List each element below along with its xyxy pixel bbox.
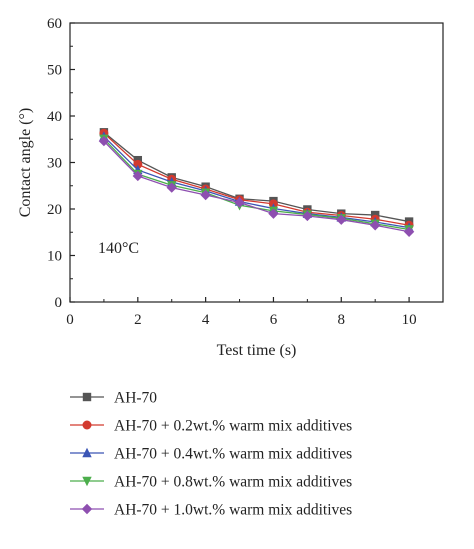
data-point (268, 208, 279, 219)
legend-item: AH-70 + 0.4wt.% warm mix additives (70, 446, 352, 463)
y-tick-label: 40 (47, 109, 62, 125)
data-point (302, 210, 313, 222)
series-5 (98, 135, 415, 237)
series-line (103, 132, 410, 226)
y-tick-label: 20 (47, 202, 62, 218)
x-tick-label: 10 (402, 312, 417, 328)
series-layer (98, 128, 415, 237)
series-4 (99, 134, 414, 235)
y-tick-label: 30 (47, 156, 62, 172)
data-point (166, 182, 177, 193)
legend: AH-70 AH-70 + 0.2wt.% warm mix additives A… (70, 390, 352, 519)
x-tick-label: 2 (134, 312, 142, 328)
series-3 (99, 131, 414, 232)
data-point (98, 135, 110, 147)
legend-label: AH-70 (114, 390, 157, 407)
legend-label: AH-70 + 0.4wt.% warm mix additives (114, 446, 352, 463)
legend-item: AH-70 (70, 390, 157, 407)
legend-item: AH-70 + 0.2wt.% warm mix additives (70, 418, 352, 435)
data-point (336, 214, 347, 225)
legend-item: AH-70 + 1.0wt.% warm mix additives (70, 502, 352, 519)
series-line (103, 140, 410, 233)
legend-marker (82, 420, 92, 430)
legend-label: AH-70 + 0.2wt.% warm mix additives (114, 418, 352, 435)
x-tick-label: 0 (66, 312, 74, 328)
legend-marker (82, 476, 92, 487)
legend-marker (82, 447, 92, 458)
legend-label: AH-70 + 0.8wt.% warm mix additives (114, 474, 352, 491)
series-line (103, 138, 410, 231)
data-point (369, 220, 381, 231)
x-tick-label: 8 (338, 312, 346, 328)
y-tick-label: 10 (47, 249, 62, 265)
x-axis-title: Test time (s) (217, 342, 297, 359)
series-line (103, 135, 410, 229)
data-point (132, 170, 144, 182)
y-tick-label: 50 (47, 63, 62, 79)
y-tick-label: 0 (55, 295, 63, 311)
data-point (133, 159, 143, 169)
y-axis-title: Contact angle (°) (17, 108, 34, 217)
y-tick-label: 60 (47, 16, 62, 32)
x-tick-label: 4 (202, 312, 210, 328)
data-point (200, 189, 211, 201)
temperature-annotation: 140°C (98, 240, 139, 257)
data-point (234, 197, 245, 208)
legend-item: AH-70 + 0.8wt.% warm mix additives (70, 474, 352, 491)
legend-label: AH-70 + 1.0wt.% warm mix additives (114, 502, 352, 519)
legend-marker (82, 392, 92, 402)
series-line (103, 131, 410, 223)
data-point (403, 226, 415, 237)
x-tick-label: 6 (270, 312, 278, 328)
axes: 0 2 4 6 8 10 0 10 20 30 40 50 60 (47, 16, 417, 328)
legend-marker (81, 503, 93, 515)
